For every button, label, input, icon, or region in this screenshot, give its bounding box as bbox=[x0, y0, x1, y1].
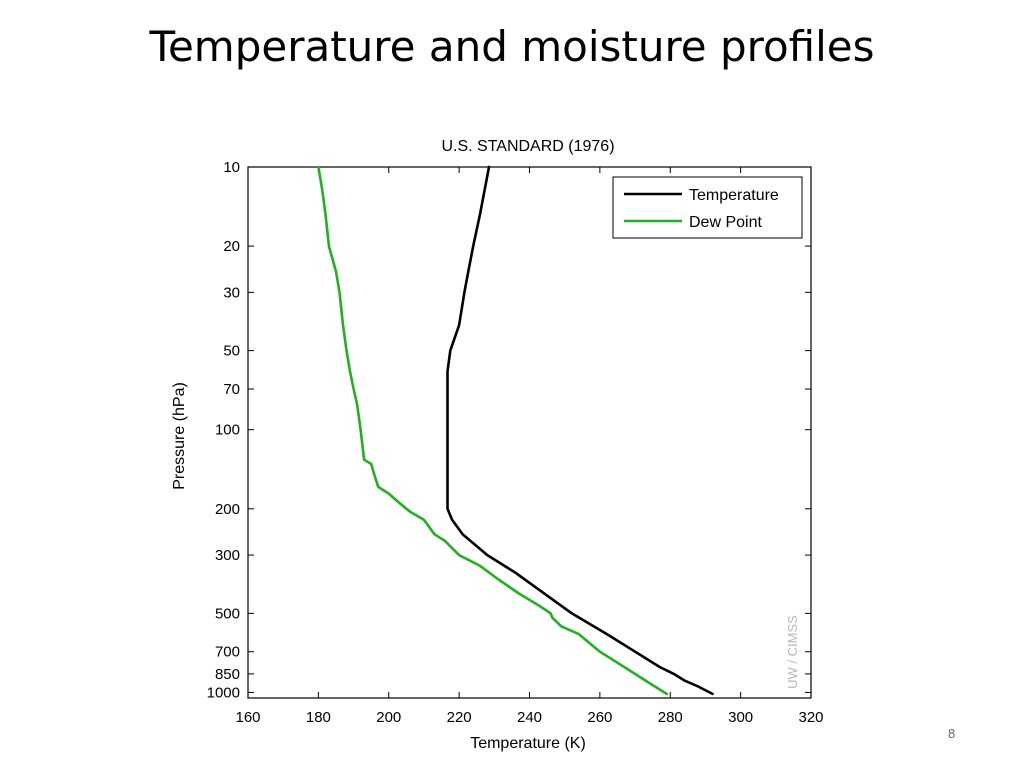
page-number: 8 bbox=[948, 726, 956, 741]
x-tick-label: 320 bbox=[798, 709, 823, 726]
plot-frame bbox=[247, 166, 812, 699]
y-tick-label: 100 bbox=[215, 422, 240, 439]
watermark: UW / CIMSS bbox=[785, 615, 800, 689]
x-tick-label: 240 bbox=[517, 709, 542, 726]
y-tick-label: 50 bbox=[223, 343, 240, 360]
x-tick-label: 260 bbox=[587, 709, 612, 726]
series-line-temperature bbox=[446, 165, 714, 696]
x-tick-label: 220 bbox=[447, 709, 472, 726]
y-tick-label: 70 bbox=[223, 381, 240, 398]
y-tick-label: 500 bbox=[215, 605, 240, 622]
y-axis-label: Pressure (hPa) bbox=[171, 382, 188, 490]
y-tick-label: 20 bbox=[223, 238, 240, 255]
x-tick-label: 300 bbox=[728, 709, 753, 726]
x-tick-label: 180 bbox=[306, 709, 331, 726]
y-tick-label: 200 bbox=[215, 501, 240, 518]
y-tick-label: 10 bbox=[223, 159, 240, 176]
x-tick-label: 200 bbox=[376, 709, 401, 726]
x-tick-label: 280 bbox=[658, 709, 683, 726]
x-tick-label: 160 bbox=[235, 709, 260, 726]
y-tick-label: 850 bbox=[215, 666, 240, 683]
legend-label: Dew Point bbox=[689, 214, 762, 231]
slide-title: Temperature and moisture profiles bbox=[149, 22, 875, 71]
y-tick-label: 30 bbox=[223, 284, 240, 301]
legend-label: Temperature bbox=[689, 187, 779, 204]
legend-box bbox=[612, 176, 803, 239]
legend: Temperature Dew Point bbox=[612, 176, 803, 239]
y-tick-label: 1000 bbox=[207, 684, 240, 701]
y-tick-label: 700 bbox=[215, 644, 240, 661]
axis-ticks: 160 180 200 220 240 260 280 300 320 10 20 30 50 70 100… bbox=[207, 159, 824, 726]
x-axis-label: Temperature (K) bbox=[470, 735, 586, 752]
series-line-dew-point bbox=[317, 165, 668, 696]
y-tick-label: 300 bbox=[215, 547, 240, 564]
chart-title: U.S. STANDARD (1976) bbox=[441, 138, 614, 155]
data-lines bbox=[317, 165, 714, 696]
